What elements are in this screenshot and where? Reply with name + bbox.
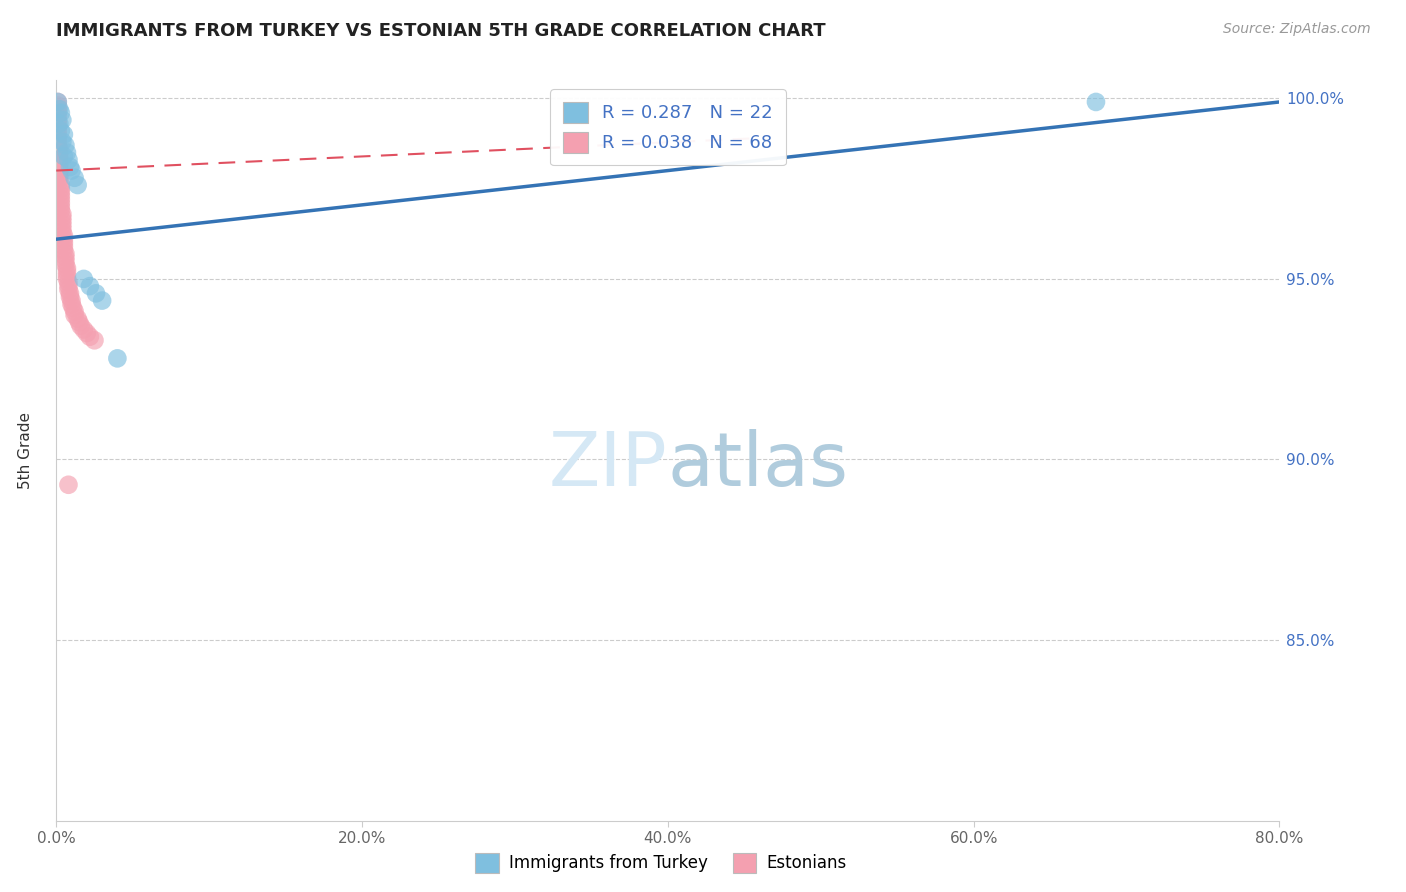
Point (51, 113, 73, 128)
Point (58, 276, 80, 290)
Legend: Immigrants from Turkey, Estonians: Immigrants from Turkey, Estonians (468, 847, 853, 880)
Point (46, 117, 69, 131)
Point (49, 189, 72, 203)
Point (55, 253, 77, 268)
Point (91, 293, 114, 308)
Point (58, 283, 80, 297)
Point (49, 196, 72, 211)
Point (48, 163, 70, 178)
Text: ZIP: ZIP (550, 429, 668, 502)
Point (46, 138, 69, 153)
Legend: R = 0.287   N = 22, R = 0.038   N = 68: R = 0.287 N = 22, R = 0.038 N = 68 (550, 89, 786, 165)
Point (56, 268, 79, 283)
Point (60, 293, 83, 308)
Point (48, 156, 70, 170)
Point (48, 174, 70, 188)
Point (67, 315, 90, 329)
Point (48, 160, 70, 174)
Point (60, 163, 83, 178)
Point (69, 318, 91, 333)
Point (46, 98, 69, 112)
Point (46, 113, 69, 128)
Point (51, 207, 73, 221)
Point (48, 145, 70, 160)
Point (56, 261, 79, 276)
Point (51, 218, 73, 232)
Point (46, 124, 69, 138)
Point (60, 297, 83, 311)
Point (55, 250, 77, 264)
Point (55, 246, 77, 260)
Point (51, 225, 73, 239)
Point (48, 149, 70, 163)
Point (66, 311, 89, 326)
Point (63, 308, 86, 322)
Text: IMMIGRANTS FROM TURKEY VS ESTONIAN 5TH GRADE CORRELATION CHART: IMMIGRANTS FROM TURKEY VS ESTONIAN 5TH G… (56, 22, 825, 40)
Point (66, 178, 89, 192)
Point (63, 304, 86, 318)
Point (49, 181, 72, 195)
Point (49, 186, 72, 200)
Point (51, 214, 73, 228)
Point (52, 239, 75, 253)
Point (46, 128, 69, 142)
Point (52, 128, 75, 142)
Point (51, 211, 73, 225)
Point (55, 257, 77, 271)
Point (48, 117, 70, 131)
Point (49, 203, 72, 218)
Point (52, 232, 75, 246)
Point (79, 279, 101, 293)
Text: Source: ZipAtlas.com: Source: ZipAtlas.com (1223, 22, 1371, 37)
Point (83, 334, 105, 348)
Point (55, 138, 77, 153)
Text: atlas: atlas (668, 429, 849, 502)
Point (46, 95, 69, 109)
Point (46, 102, 69, 116)
Point (63, 170, 86, 185)
Point (46, 105, 69, 120)
Point (49, 200, 72, 214)
Point (52, 243, 75, 257)
Point (48, 153, 70, 167)
Point (46, 109, 69, 123)
Point (76, 326, 98, 340)
Point (52, 235, 75, 250)
Point (48, 167, 70, 181)
Point (58, 477, 80, 491)
Point (46, 95, 69, 109)
Text: 5th Grade: 5th Grade (18, 412, 34, 489)
Point (46, 135, 69, 149)
Point (48, 142, 70, 156)
Point (79, 329, 101, 343)
Point (59, 290, 82, 304)
Point (107, 351, 129, 366)
Point (58, 279, 80, 293)
Point (49, 124, 72, 138)
Point (49, 193, 72, 207)
Point (73, 272, 96, 286)
Point (51, 221, 73, 235)
Point (62, 301, 84, 315)
Point (56, 265, 79, 279)
Point (58, 153, 80, 167)
Point (1085, 95, 1108, 109)
Point (59, 286, 82, 301)
Point (56, 145, 79, 160)
Point (59, 160, 82, 174)
Point (46, 131, 69, 145)
Point (73, 322, 96, 336)
Point (46, 120, 69, 135)
Point (52, 228, 75, 243)
Point (51, 135, 73, 149)
Point (48, 170, 70, 185)
Point (84, 286, 107, 301)
Point (52, 149, 75, 163)
Point (56, 272, 79, 286)
Point (48, 102, 70, 116)
Point (49, 105, 72, 120)
Point (49, 178, 72, 192)
